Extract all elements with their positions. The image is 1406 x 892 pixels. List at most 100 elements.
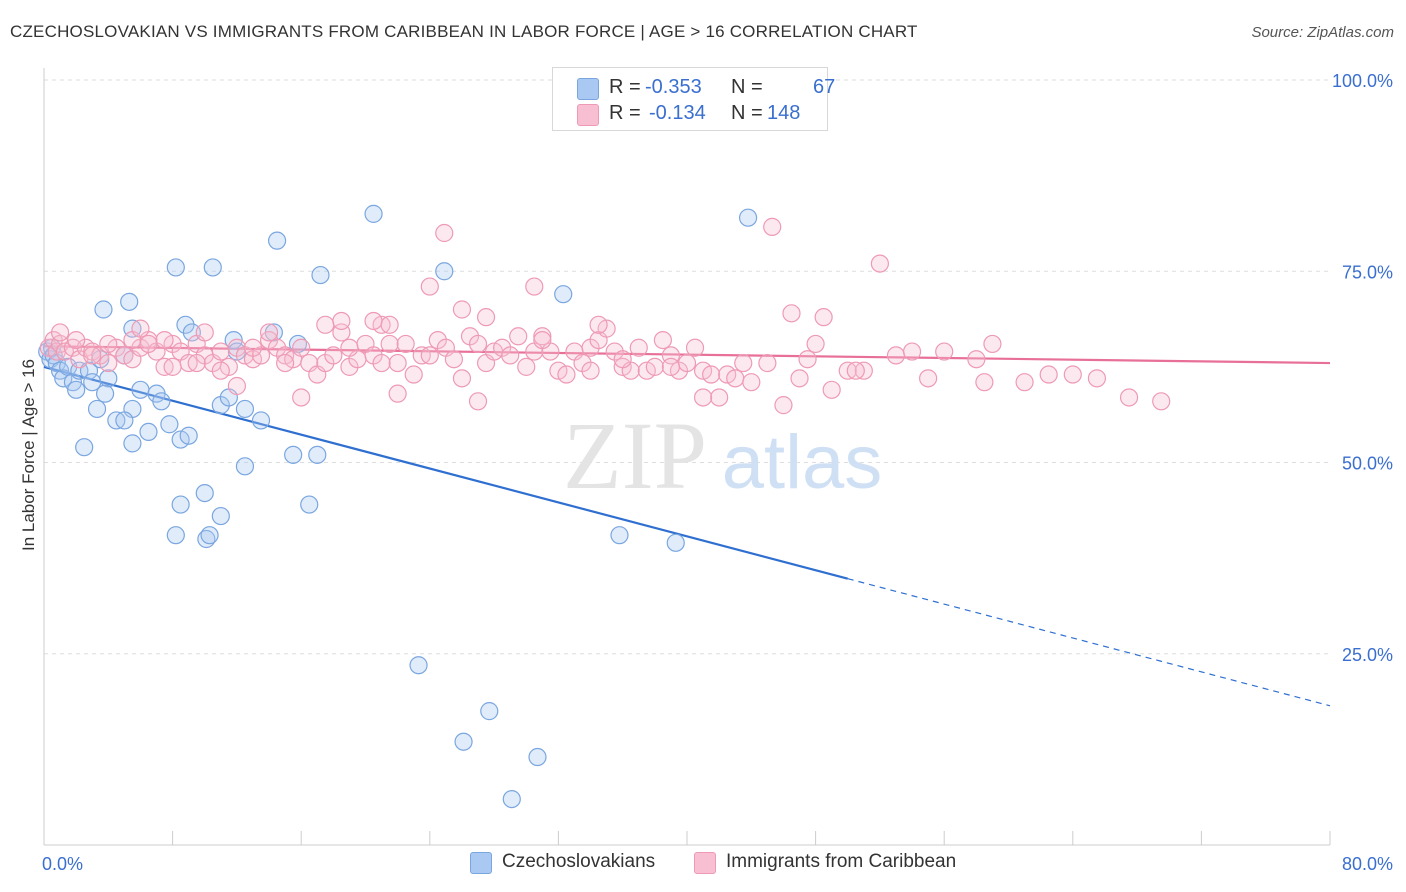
y-tick-labels: 25.0% 50.0% 75.0% 100.0%: [1332, 71, 1393, 665]
point-czechoslovakian: [454, 732, 473, 751]
point-czechoslovakian: [166, 526, 185, 545]
data-points: [38, 204, 1171, 809]
point-caribbean: [211, 361, 230, 380]
point-caribbean: [1039, 365, 1058, 384]
stats-legend: R = -0.353 N = 67 R = -0.134 N = 148: [552, 67, 835, 131]
point-czechoslovakian: [300, 495, 319, 514]
legend-label: Immigrants from Caribbean: [726, 851, 957, 872]
point-caribbean: [259, 323, 279, 342]
trend-line: [43, 365, 849, 580]
point-czechoslovakian: [284, 445, 303, 464]
legend-swatch-pink: [577, 104, 599, 126]
point-caribbean: [742, 373, 761, 392]
point-czechoslovakian: [235, 399, 255, 419]
point-czechoslovakian: [139, 422, 158, 441]
point-caribbean: [763, 217, 782, 236]
legend-swatch-pink: [694, 852, 716, 874]
point-czechoslovakian: [203, 258, 222, 277]
point-caribbean: [316, 315, 335, 334]
point-czechoslovakian: [528, 747, 547, 767]
point-czechoslovakian: [666, 533, 685, 552]
point-caribbean: [476, 308, 496, 327]
point-caribbean: [1152, 392, 1171, 411]
point-caribbean: [774, 396, 793, 415]
point-caribbean: [372, 353, 391, 373]
point-caribbean: [324, 346, 343, 365]
r-value: -0.134: [649, 102, 706, 124]
point-caribbean: [533, 331, 552, 350]
point-caribbean: [685, 338, 705, 357]
point-caribbean: [517, 357, 536, 376]
point-czechoslovakian: [166, 258, 185, 277]
point-caribbean: [380, 315, 399, 334]
point-caribbean: [435, 223, 454, 243]
point-caribbean: [806, 334, 825, 354]
point-caribbean: [388, 353, 407, 373]
point-caribbean: [276, 353, 295, 373]
point-czechoslovakian: [67, 380, 86, 399]
point-caribbean: [758, 353, 777, 373]
n-label: N =: [731, 102, 763, 124]
point-czechoslovakian: [211, 506, 230, 526]
y-tick-label: 25.0%: [1342, 645, 1393, 665]
point-caribbean: [364, 311, 383, 331]
point-caribbean: [340, 338, 359, 357]
point-caribbean: [420, 346, 439, 365]
point-czechoslovakian: [160, 415, 179, 434]
n-label: N =: [731, 76, 763, 98]
point-czechoslovakian: [131, 380, 150, 399]
point-caribbean: [822, 380, 841, 399]
point-caribbean: [468, 392, 488, 411]
point-czechoslovakian: [171, 495, 190, 514]
point-caribbean: [886, 346, 906, 365]
point-caribbean: [163, 357, 182, 376]
r-label: R =: [609, 102, 641, 124]
point-caribbean: [533, 327, 552, 346]
point-caribbean: [798, 350, 817, 369]
point-caribbean: [444, 350, 464, 369]
point-caribbean: [902, 342, 922, 361]
chart-source: Source: ZipAtlas.com: [1251, 24, 1394, 41]
point-czechoslovakian: [267, 231, 287, 250]
point-caribbean: [83, 346, 102, 365]
point-caribbean: [452, 300, 472, 319]
point-caribbean: [468, 334, 488, 354]
point-caribbean: [846, 361, 865, 380]
point-caribbean: [693, 388, 713, 407]
watermark-atlas: atlas: [722, 420, 883, 505]
x-tick-label: 80.0%: [1342, 854, 1393, 874]
point-caribbean: [645, 357, 664, 376]
point-caribbean: [919, 369, 938, 388]
axes: [43, 68, 1331, 846]
point-czechoslovakian: [480, 702, 499, 721]
point-czechoslovakian: [87, 399, 107, 419]
point-caribbean: [677, 353, 697, 373]
y-tick-label: 75.0%: [1342, 262, 1393, 282]
point-caribbean: [292, 388, 311, 407]
x-tick-label: 0.0%: [42, 854, 83, 874]
point-caribbean: [99, 353, 118, 373]
point-caribbean: [1119, 388, 1139, 407]
point-caribbean: [187, 353, 206, 373]
y-tick-label: 50.0%: [1342, 454, 1393, 474]
y-tick-label: 100.0%: [1332, 71, 1393, 91]
point-czechoslovakian: [435, 262, 454, 281]
r-value: -0.353: [645, 76, 702, 98]
point-czechoslovakian: [120, 292, 139, 311]
point-caribbean: [814, 308, 833, 327]
legend-swatch-blue: [470, 852, 492, 874]
point-caribbean: [967, 350, 986, 369]
point-czechoslovakian: [182, 323, 201, 342]
y-axis-label: In Labor Force | Age > 16: [19, 359, 38, 551]
point-caribbean: [613, 350, 632, 369]
point-czechoslovakian: [195, 484, 214, 503]
point-caribbean: [332, 311, 351, 331]
point-caribbean: [227, 376, 246, 396]
trend-line-extension: [847, 578, 1331, 707]
point-czechoslovakian: [738, 208, 758, 227]
point-czechoslovakian: [54, 369, 73, 388]
n-value: 148: [767, 102, 801, 124]
point-caribbean: [629, 338, 648, 357]
point-caribbean: [243, 338, 263, 357]
point-caribbean: [734, 353, 753, 373]
